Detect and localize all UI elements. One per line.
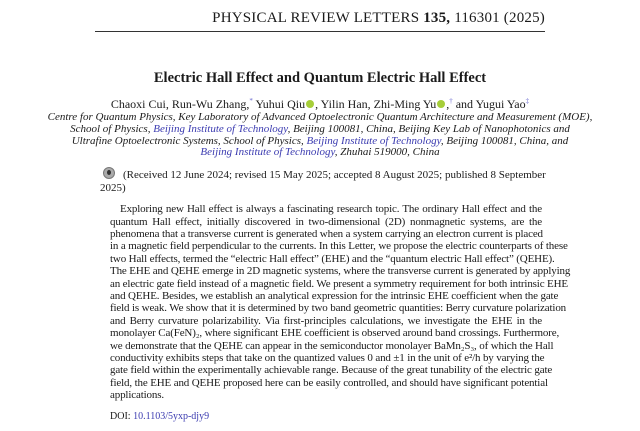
author[interactable]: Yuhui Qiu, xyxy=(255,97,319,111)
affiliation-line: Centre for Quantum Physics, Key Laborato… xyxy=(47,111,593,123)
author[interactable]: Chaoxi Cui, xyxy=(110,97,169,111)
orcid-icon[interactable] xyxy=(306,100,315,108)
abstract-line: and QEHE. Besides, we establish an analy… xyxy=(110,290,559,303)
footnote-mark[interactable]: * xyxy=(249,97,253,105)
affiliation-line: Ultrafine Optoelectronic Systems, School… xyxy=(71,134,569,147)
abstract-line: applications. xyxy=(110,389,164,402)
abstract-line: field is weak. We show that it is determ… xyxy=(110,302,567,315)
paper-title: Electric Hall Effect and Quantum Electri… xyxy=(153,70,487,86)
affiliation-line: School of Physics, Beijing Institute of … xyxy=(70,122,570,135)
volume: 135, xyxy=(423,10,451,26)
doi-link[interactable]: 10.1103/5yxp-djy9 xyxy=(133,410,210,422)
institution-link[interactable]: Beijing Institute of Technology xyxy=(153,122,288,135)
affiliations: Centre for Quantum Physics, Key Laborato… xyxy=(0,111,640,159)
institution-link[interactable]: Beijing Institute of Technology xyxy=(306,134,441,147)
doi: DOI: 10.1103/5yxp-djy9 xyxy=(110,410,210,422)
affiliation-line: Beijing Institute of Technology, Zhuhai … xyxy=(200,146,440,159)
abstract-line: and Berry curvature polarizability. Via … xyxy=(110,314,542,327)
abstract-line: field, the EHE and QEHE proposed here ca… xyxy=(110,376,548,389)
abstract-line: two Hall effects, termed the “electric H… xyxy=(110,252,555,265)
author[interactable]: and Yugui Yao‡ xyxy=(455,97,530,111)
abstract: Exploring new Hall effect is always a fa… xyxy=(110,203,571,402)
author-list: Chaoxi Cui, Run-Wu Zhang,* Yuhui Qiu, Yi… xyxy=(0,97,640,111)
footnote-mark[interactable]: † xyxy=(449,97,453,105)
abstract-line: conductivity exhibits steps that take on… xyxy=(110,352,545,365)
abstract-line: phenomena that a transverse current is g… xyxy=(110,228,543,240)
abstract-line: we demonstrate that the QEHE can appear … xyxy=(110,339,554,352)
abstract-line: Exploring new Hall effect is always a fa… xyxy=(120,203,542,216)
abstract-line: quantum Hall effect, initially discovere… xyxy=(110,215,542,228)
article-number: 116301 (2025) xyxy=(450,10,545,26)
received-dates: (Received 12 June 2024; revised 15 May 2… xyxy=(100,167,546,195)
institution-link[interactable]: Beijing Institute of Technology xyxy=(200,146,335,159)
abstract-line: in a magnetic field perpendicular to the… xyxy=(110,240,568,253)
header-rule xyxy=(95,31,545,32)
check-for-updates-icon[interactable] xyxy=(103,167,115,180)
abstract-line: an electric gate field instead of a magn… xyxy=(110,277,568,290)
footnote-mark[interactable]: ‡ xyxy=(525,97,530,105)
author[interactable]: Zhi-Ming Yu ,† xyxy=(373,97,453,111)
abstract-line: The EHE and QEHE emerge in 2D magnetic s… xyxy=(110,265,571,278)
author[interactable]: Yilin Han, xyxy=(320,97,371,111)
abstract-line: monolayer Ca(FeN)₂, where significant EH… xyxy=(110,327,560,340)
abstract-line: gate field within the experimentally ach… xyxy=(110,364,553,377)
author[interactable]: Run-Wu Zhang,* xyxy=(171,97,253,111)
orcid-icon[interactable] xyxy=(437,100,446,108)
journal-name: PHYSICAL REVIEW LETTERS xyxy=(212,10,424,26)
journal-header: PHYSICAL REVIEW LETTERS 135, 116301 (202… xyxy=(95,9,545,27)
